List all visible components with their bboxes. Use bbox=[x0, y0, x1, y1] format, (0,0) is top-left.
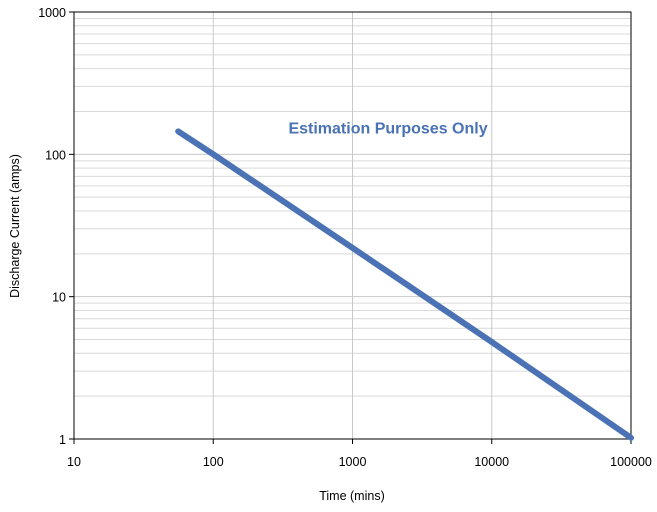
plot-area-frame bbox=[73, 11, 632, 440]
annotation-text: Estimation Purposes Only bbox=[288, 121, 487, 138]
x-axis-label: Time (mins) bbox=[319, 489, 385, 503]
annotations: Estimation Purposes Only bbox=[288, 121, 487, 138]
y-axis-label: Discharge Current (amps) bbox=[8, 154, 22, 298]
x-tick-label: 100 bbox=[203, 455, 224, 469]
y-tick-labels: 1 10 100 1000 bbox=[38, 6, 66, 447]
series-line bbox=[175, 128, 634, 441]
y-tick-label: 10 bbox=[52, 291, 66, 305]
y-tick-label: 100 bbox=[45, 148, 66, 162]
x-tick-label: 10000 bbox=[474, 455, 509, 469]
series-layer bbox=[175, 128, 634, 441]
y-tick-label: 1000 bbox=[38, 6, 66, 20]
y-tick-label: 1 bbox=[59, 433, 66, 447]
x-tick-labels: 10 100 1000 10000 100000 bbox=[67, 455, 652, 469]
grid bbox=[69, 11, 632, 444]
x-tick-label: 100000 bbox=[610, 455, 652, 469]
x-tick-label: 1000 bbox=[339, 455, 367, 469]
x-tick-label: 10 bbox=[67, 455, 81, 469]
